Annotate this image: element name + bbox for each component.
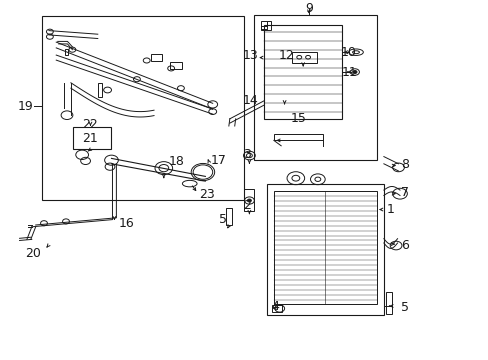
- Text: 7: 7: [400, 186, 408, 199]
- Text: 8: 8: [400, 158, 408, 171]
- Text: 10: 10: [341, 46, 356, 59]
- Bar: [292, 52, 316, 63]
- Text: 4: 4: [271, 300, 279, 313]
- Text: 5: 5: [219, 213, 226, 226]
- Text: 22: 22: [82, 118, 98, 131]
- Text: 1: 1: [386, 203, 393, 216]
- Bar: [272, 305, 282, 312]
- Text: 6: 6: [400, 239, 408, 252]
- Text: 16: 16: [118, 217, 134, 230]
- Bar: [226, 208, 232, 225]
- Text: 12: 12: [278, 49, 294, 62]
- Bar: [273, 134, 322, 140]
- Text: 11: 11: [341, 66, 356, 78]
- Bar: [273, 191, 376, 304]
- Circle shape: [247, 199, 251, 202]
- Bar: [64, 49, 68, 55]
- Circle shape: [314, 177, 320, 181]
- Bar: [41, 16, 244, 200]
- Bar: [386, 292, 391, 314]
- Bar: [150, 54, 162, 61]
- Text: 17: 17: [210, 154, 225, 167]
- Bar: [244, 189, 254, 211]
- Text: 2: 2: [243, 199, 251, 212]
- Text: 13: 13: [242, 49, 258, 62]
- Text: 9: 9: [305, 3, 312, 15]
- Bar: [170, 62, 182, 69]
- Bar: [98, 83, 102, 97]
- Text: 19: 19: [18, 100, 33, 113]
- Bar: [254, 15, 376, 160]
- Text: 18: 18: [168, 156, 184, 168]
- Circle shape: [352, 71, 356, 73]
- Text: 20: 20: [25, 247, 41, 260]
- Text: 5: 5: [400, 301, 408, 314]
- Text: 15: 15: [290, 112, 306, 125]
- Text: 3: 3: [243, 148, 251, 161]
- Ellipse shape: [191, 163, 214, 181]
- Circle shape: [291, 175, 299, 181]
- Bar: [261, 21, 270, 30]
- Bar: [266, 184, 383, 315]
- Text: 21: 21: [82, 132, 98, 145]
- Text: 23: 23: [199, 188, 215, 201]
- Bar: [73, 127, 111, 149]
- Text: 14: 14: [242, 94, 258, 107]
- Bar: [264, 25, 342, 119]
